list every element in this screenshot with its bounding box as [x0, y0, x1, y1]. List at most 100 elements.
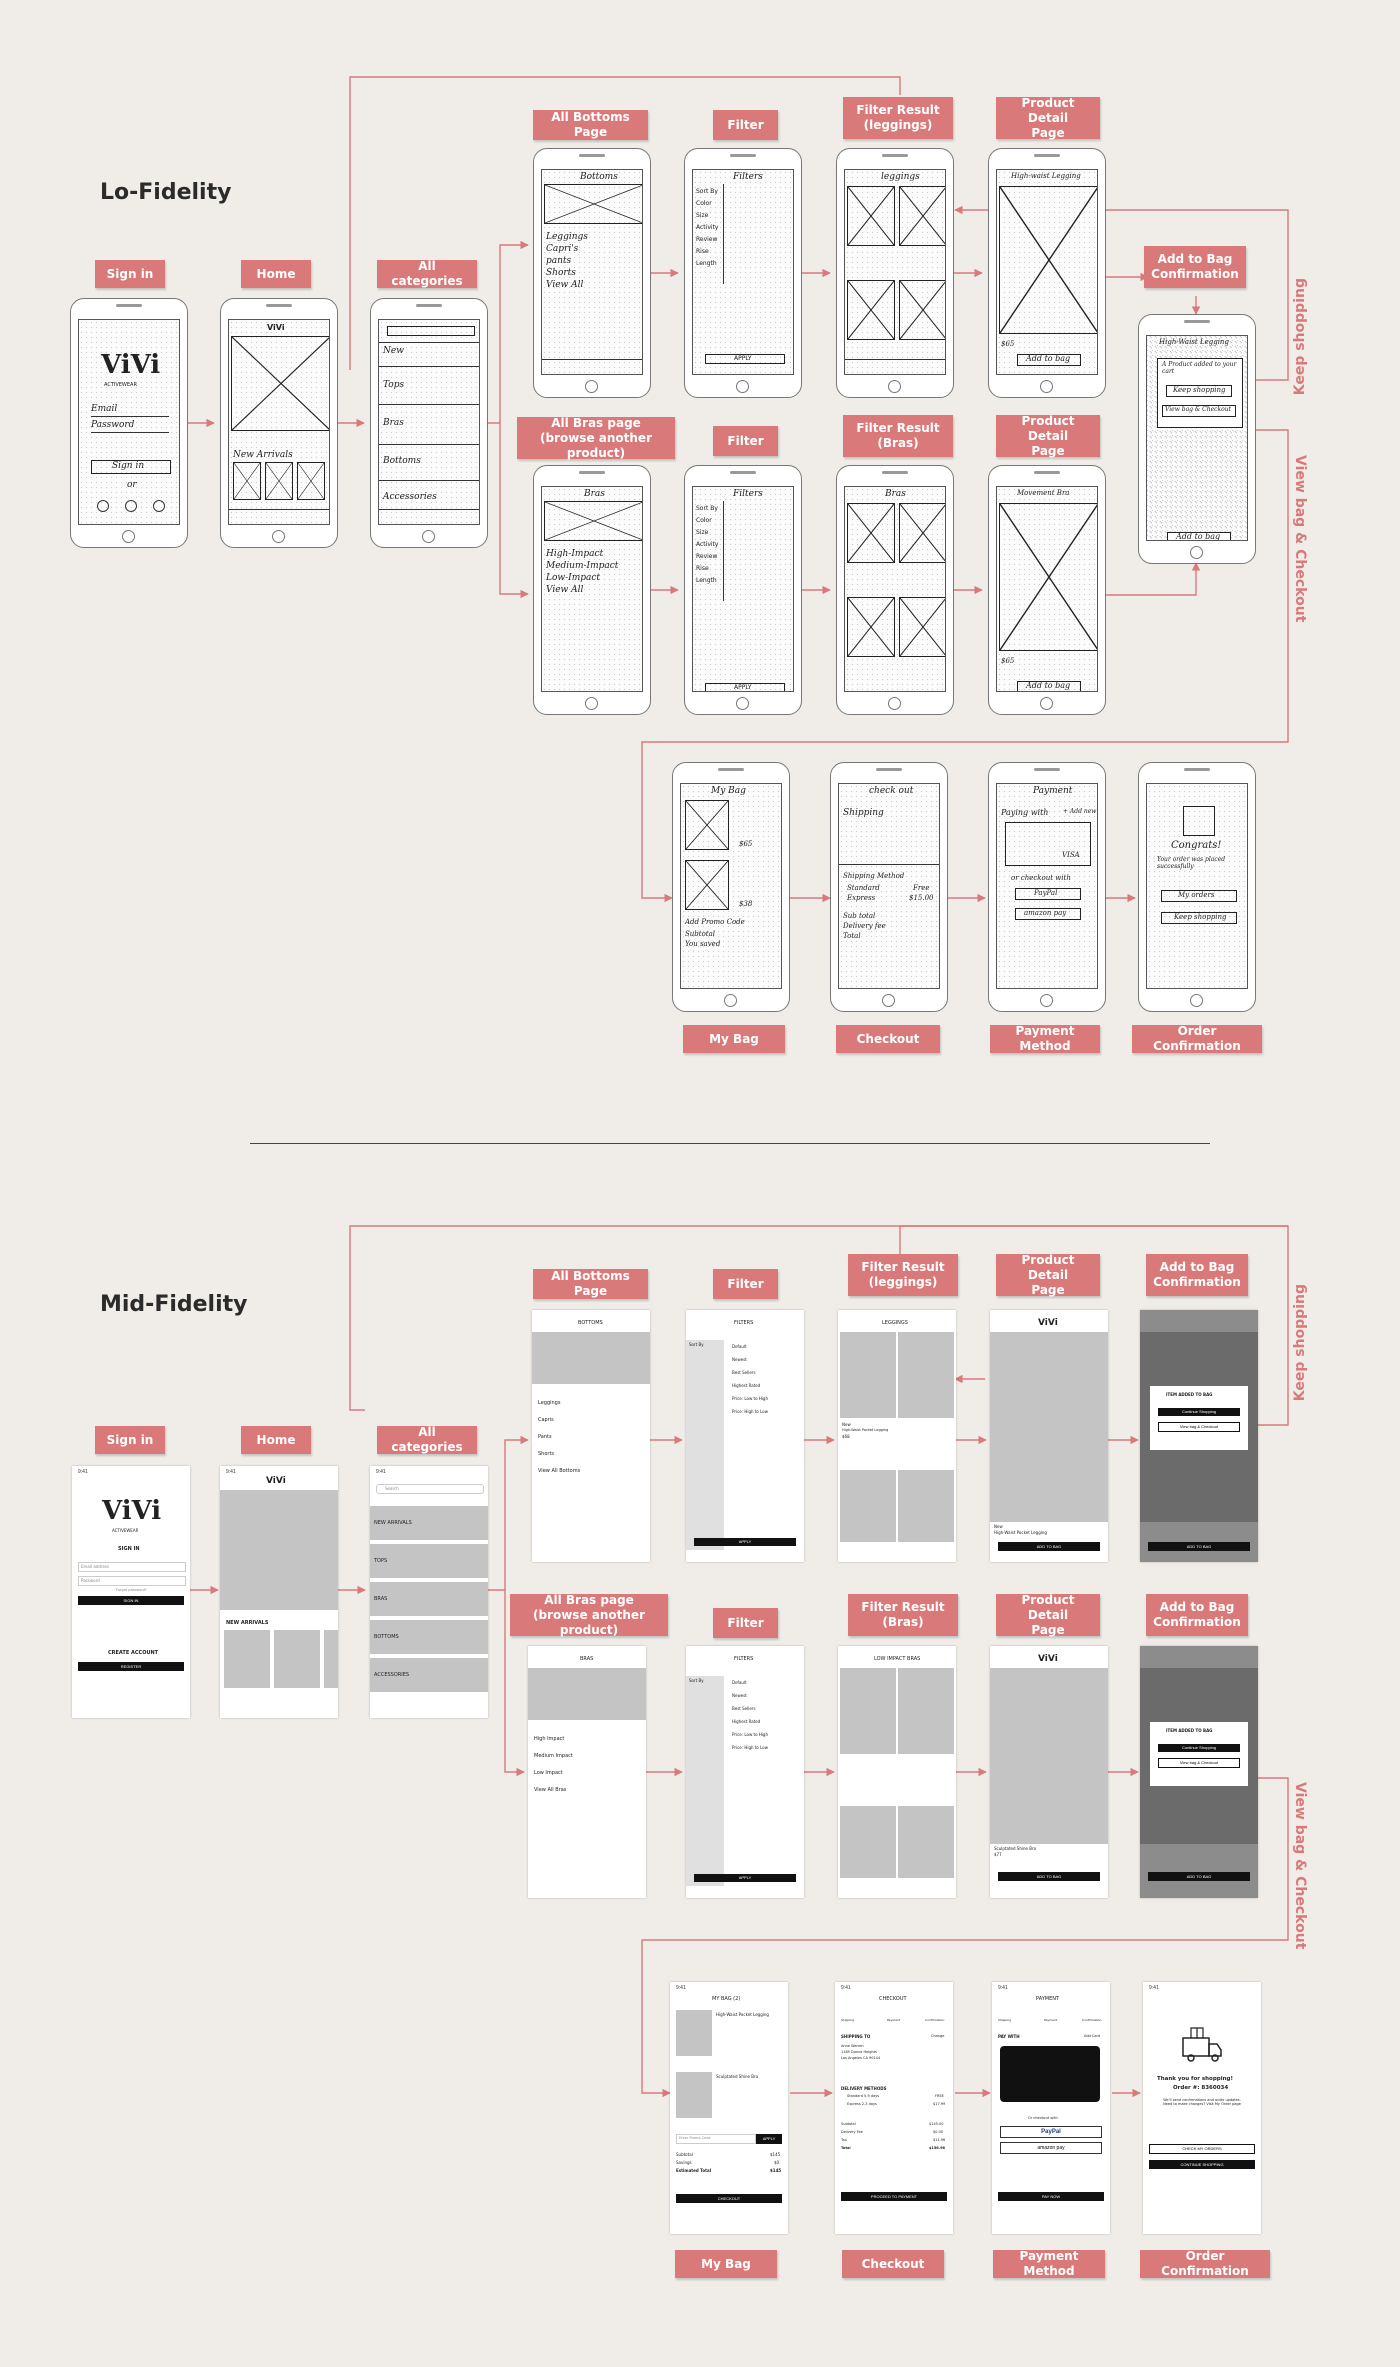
list-item[interactable]: Medium Impact — [534, 1753, 573, 1759]
list-item[interactable]: Low-Impact — [546, 573, 601, 583]
social-icon[interactable] — [125, 500, 137, 512]
express-option[interactable]: Express — [847, 894, 876, 902]
promo-code-input[interactable]: Enter Promo Code — [676, 2134, 756, 2144]
social-icon[interactable] — [153, 500, 165, 512]
filter-option[interactable]: Default — [732, 1680, 747, 1685]
add-to-bag-button[interactable]: ADD TO BAG — [1148, 1542, 1250, 1551]
list-item[interactable]: View All Bottoms — [538, 1468, 581, 1474]
filter-option[interactable]: Price: High to Low — [732, 1409, 769, 1414]
filter-option[interactable]: Price: Low to High — [732, 1732, 769, 1737]
list-item[interactable]: Shorts — [546, 268, 576, 278]
list-item[interactable]: Medium-Impact — [546, 561, 619, 571]
standard-option[interactable]: Standard — [847, 884, 880, 892]
category-item[interactable]: Accessories — [383, 492, 437, 502]
register-button[interactable]: REGISTER — [78, 1662, 184, 1671]
filter-category[interactable]: Sort By — [696, 505, 718, 512]
list-item[interactable]: Capri's — [546, 244, 579, 254]
category-tile[interactable]: BOTTOMS — [370, 1620, 488, 1654]
filter-category[interactable]: Size — [696, 529, 709, 536]
filter-category[interactable]: Rise — [696, 565, 709, 572]
list-item[interactable]: Low Impact — [534, 1770, 563, 1776]
add-to-bag-button[interactable]: Add to bag — [1167, 532, 1231, 540]
filter-category[interactable]: Activity — [696, 224, 719, 231]
filter-category[interactable]: Color — [696, 517, 712, 524]
product-thumb[interactable] — [274, 1630, 320, 1688]
continue-shopping-button[interactable]: Continue Shopping — [1158, 1744, 1240, 1752]
list-item[interactable]: High Impact — [534, 1736, 565, 1742]
product-card[interactable] — [898, 1332, 954, 1418]
filter-category[interactable]: Activity — [696, 541, 719, 548]
promo-field[interactable]: Add Promo Code — [685, 918, 745, 926]
list-item[interactable]: Shorts — [538, 1451, 555, 1457]
continue-shopping-button[interactable]: CONTINUE SHOPPING — [1149, 2160, 1255, 2169]
list-item[interactable]: pants — [546, 256, 572, 266]
add-card-link[interactable]: Add Card — [1084, 2034, 1101, 2038]
forgot-password-link[interactable]: Forgot password? — [116, 1588, 147, 1592]
express-option[interactable]: Express 2-3 days — [847, 2102, 877, 2106]
filter-option[interactable]: Highest Rated — [732, 1719, 761, 1724]
list-item[interactable]: Capris — [538, 1417, 554, 1423]
filter-option[interactable]: Newest — [732, 1357, 747, 1362]
add-to-bag-button[interactable]: ADD TO BAG — [998, 1542, 1100, 1551]
add-to-bag-button[interactable]: ADD TO BAG — [998, 1872, 1100, 1881]
category-tile[interactable]: ACCESSORIES — [370, 1658, 488, 1692]
category-item[interactable]: Tops — [383, 380, 405, 390]
apply-button[interactable]: APPLY — [694, 1538, 796, 1546]
filter-option[interactable]: Newest — [732, 1693, 747, 1698]
change-link[interactable]: Change — [931, 2034, 945, 2038]
filter-option[interactable]: Price: Low to High — [732, 1396, 769, 1401]
filter-category[interactable]: Length — [696, 577, 717, 584]
category-tile[interactable]: BRAS — [370, 1582, 488, 1616]
product-thumb[interactable] — [324, 1630, 338, 1688]
filter-option[interactable]: Highest Rated — [732, 1383, 761, 1388]
add-to-bag-button[interactable]: Add to bag — [1017, 354, 1081, 366]
product-card[interactable] — [898, 1470, 954, 1542]
product-card[interactable] — [840, 1332, 896, 1418]
add-new-link[interactable]: + Add new — [1063, 808, 1097, 815]
keep-shopping-button[interactable]: Keep shopping — [1161, 912, 1237, 924]
list-item[interactable]: View All — [546, 280, 584, 290]
list-item[interactable]: View All — [546, 585, 584, 595]
filter-category[interactable]: Review — [696, 553, 718, 560]
my-orders-button[interactable]: My orders — [1161, 890, 1237, 902]
filter-category[interactable]: Length — [696, 260, 717, 267]
product-card[interactable] — [840, 1470, 896, 1542]
search-input[interactable]: Search — [376, 1484, 484, 1494]
continue-shopping-button[interactable]: Continue Shopping — [1158, 1408, 1240, 1416]
apply-button[interactable]: APPLY — [705, 354, 785, 364]
amazon-pay-button[interactable]: amazon pay — [1015, 908, 1081, 920]
email-field[interactable]: Email address — [78, 1562, 186, 1572]
keep-shopping-button[interactable]: Keep shopping — [1166, 385, 1232, 397]
filter-option[interactable]: Best Sellers — [732, 1706, 756, 1711]
sign-in-button[interactable]: SIGN IN — [78, 1596, 184, 1605]
filter-option[interactable]: Default — [732, 1344, 747, 1349]
product-card[interactable] — [898, 1806, 954, 1878]
category-item[interactable]: Bottoms — [383, 456, 421, 466]
filter-category[interactable]: Color — [696, 200, 712, 207]
promo-apply-button[interactable]: APPLY — [756, 2134, 782, 2144]
check-orders-button[interactable]: CHECK MY ORDERS — [1149, 2144, 1255, 2154]
search-bar[interactable] — [387, 326, 475, 336]
product-card[interactable] — [840, 1806, 896, 1878]
add-to-bag-button[interactable]: Add to bag — [1017, 681, 1081, 691]
add-to-bag-button[interactable]: ADD TO BAG — [1148, 1872, 1250, 1881]
list-item[interactable]: High-Impact — [546, 549, 604, 559]
paypal-button[interactable]: PayPal — [1000, 2126, 1102, 2138]
filter-option[interactable]: Best Sellers — [732, 1370, 756, 1375]
category-tile[interactable]: TOPS — [370, 1544, 488, 1578]
list-item[interactable]: View All Bras — [534, 1787, 567, 1793]
credit-card[interactable] — [1000, 2046, 1100, 2102]
list-item[interactable]: Pants — [538, 1434, 552, 1440]
view-bag-button[interactable]: View bag & Checkout — [1162, 405, 1236, 417]
proceed-to-payment-button[interactable]: PROCEED TO PAYMENT — [841, 2192, 947, 2201]
product-thumb[interactable] — [224, 1630, 270, 1688]
filter-category[interactable]: Review — [696, 236, 718, 243]
apply-button[interactable]: APPLY — [705, 683, 785, 691]
filter-category[interactable]: Size — [696, 212, 709, 219]
category-item[interactable]: Bras — [383, 418, 404, 428]
amazon-pay-button[interactable]: amazon pay — [1000, 2142, 1102, 2154]
social-icon[interactable] — [97, 500, 109, 512]
product-card[interactable] — [840, 1668, 896, 1754]
list-item[interactable]: Leggings — [538, 1400, 561, 1406]
category-item[interactable]: New — [383, 346, 404, 356]
